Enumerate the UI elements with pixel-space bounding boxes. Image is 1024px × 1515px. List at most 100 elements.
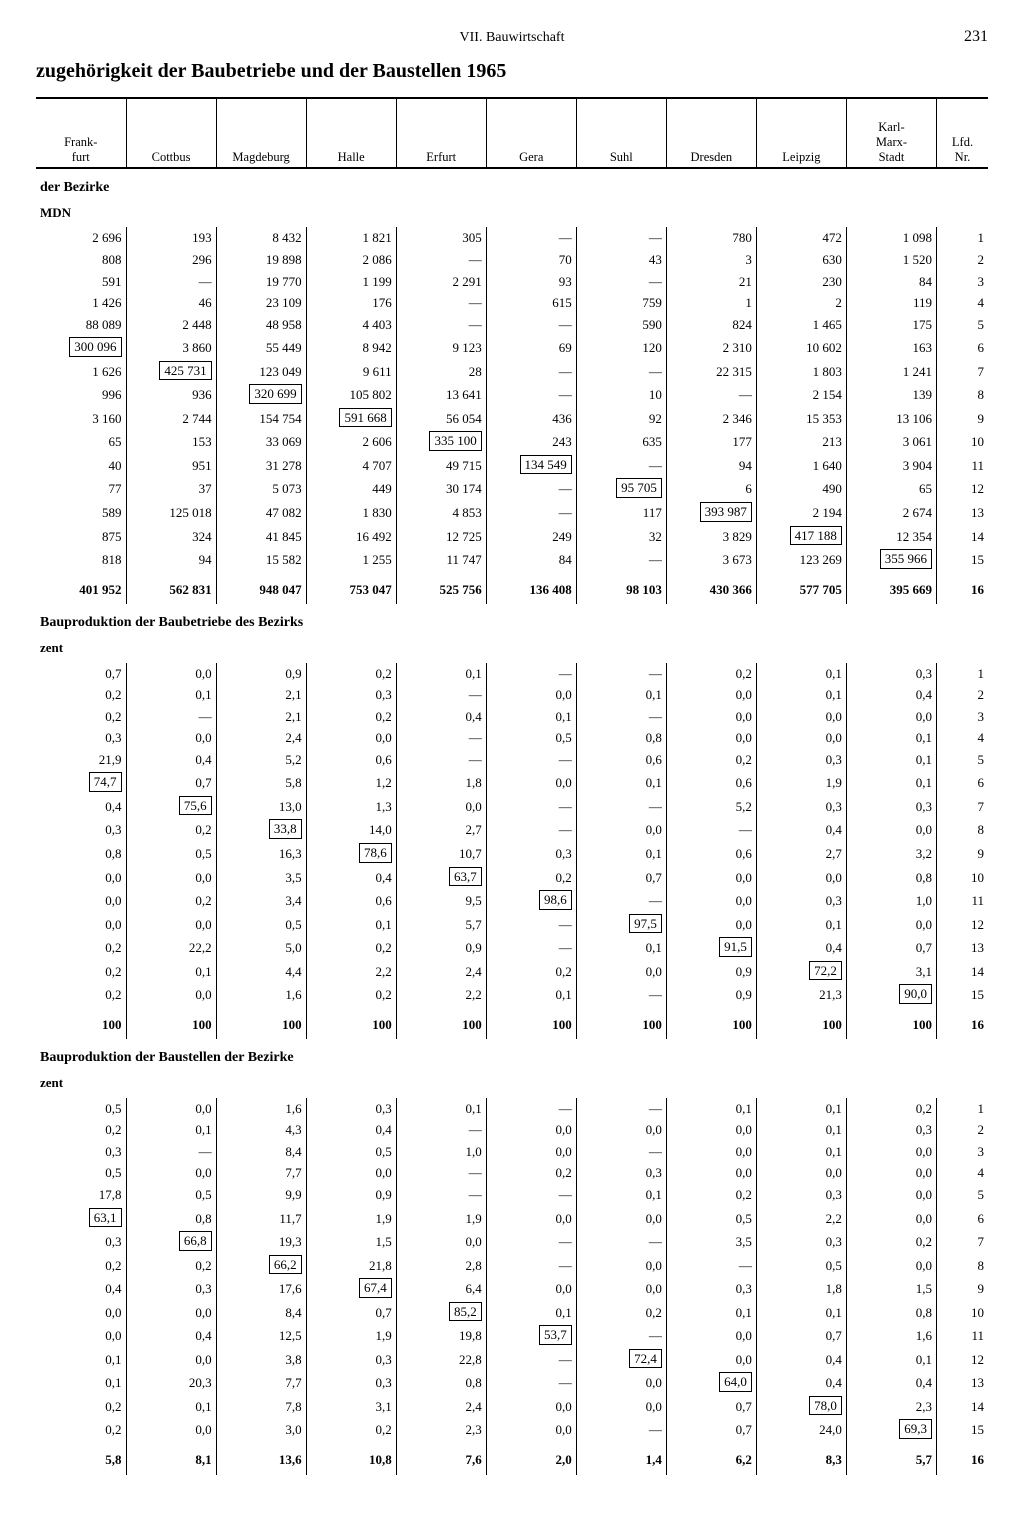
data-cell: 8,4 bbox=[216, 1300, 306, 1324]
lfd-cell: 8 bbox=[936, 817, 988, 841]
data-cell: 2,7 bbox=[756, 841, 846, 865]
data-cell: 808 bbox=[36, 249, 126, 271]
data-cell: 5,0 bbox=[216, 935, 306, 959]
data-cell: 95 705 bbox=[576, 476, 666, 500]
data-cell: 0,0 bbox=[126, 912, 216, 936]
data-cell: 41 845 bbox=[216, 524, 306, 548]
data-cell: 0,0 bbox=[756, 727, 846, 749]
data-cell: 0,5 bbox=[666, 1206, 756, 1230]
data-cell: — bbox=[666, 382, 756, 406]
data-cell: 0,4 bbox=[756, 935, 846, 959]
data-cell: 177 bbox=[666, 429, 756, 453]
total-cell: 7,6 bbox=[396, 1441, 486, 1475]
data-cell: 0,5 bbox=[36, 1098, 126, 1120]
data-cell: 0,2 bbox=[36, 706, 126, 728]
data-cell: 7,7 bbox=[216, 1162, 306, 1184]
data-cell: — bbox=[486, 935, 576, 959]
data-cell: 0,2 bbox=[36, 982, 126, 1006]
data-cell: 0,1 bbox=[396, 663, 486, 685]
data-cell: 21,3 bbox=[756, 982, 846, 1006]
data-cell: 1 830 bbox=[306, 500, 396, 524]
data-cell: — bbox=[486, 359, 576, 383]
table-row: 0,222,25,00,20,9—0,191,50,40,713 bbox=[36, 935, 988, 959]
data-cell: 3 673 bbox=[666, 547, 756, 571]
data-cell: 125 018 bbox=[126, 500, 216, 524]
data-cell: 0,3 bbox=[576, 1162, 666, 1184]
lfd-cell: 5 bbox=[936, 1184, 988, 1206]
data-cell: 0,3 bbox=[36, 727, 126, 749]
data-cell: 193 bbox=[126, 227, 216, 249]
lfd-cell: 6 bbox=[936, 1206, 988, 1230]
lfd-cell: 12 bbox=[936, 1347, 988, 1371]
data-cell: 0,1 bbox=[756, 1300, 846, 1324]
data-cell: 63,7 bbox=[396, 865, 486, 889]
lfd-cell: 1 bbox=[936, 1098, 988, 1120]
lfd-cell: 6 bbox=[936, 335, 988, 359]
table-row: 300 0963 86055 4498 9429 123691202 31010… bbox=[36, 335, 988, 359]
data-cell: 74,7 bbox=[36, 770, 126, 794]
data-cell: 591 668 bbox=[306, 406, 396, 430]
data-cell: 0,0 bbox=[126, 1300, 216, 1324]
data-cell: 0,0 bbox=[666, 912, 756, 936]
data-cell: 0,2 bbox=[486, 959, 576, 983]
data-cell: 0,2 bbox=[36, 1119, 126, 1141]
data-cell: 249 bbox=[486, 524, 576, 548]
data-cell: 0,1 bbox=[756, 1119, 846, 1141]
data-cell: 0,0 bbox=[36, 1323, 126, 1347]
data-cell: 33 069 bbox=[216, 429, 306, 453]
data-cell: 0,4 bbox=[846, 1370, 936, 1394]
data-cell: 67,4 bbox=[306, 1276, 396, 1300]
data-cell: 0,8 bbox=[126, 1206, 216, 1230]
data-cell: 70 bbox=[486, 249, 576, 271]
data-cell: 65 bbox=[36, 429, 126, 453]
data-cell: 0,5 bbox=[36, 1162, 126, 1184]
data-cell: 56 054 bbox=[396, 406, 486, 430]
data-cell: 0,2 bbox=[126, 1253, 216, 1277]
data-cell: 0,1 bbox=[126, 1394, 216, 1418]
table-row: 0,20,14,30,4—0,00,00,00,10,32 bbox=[36, 1119, 988, 1141]
data-cell: 17,6 bbox=[216, 1276, 306, 1300]
data-cell: 0,1 bbox=[576, 1184, 666, 1206]
data-cell: — bbox=[486, 817, 576, 841]
table-row: 0,40,317,667,46,40,00,00,31,81,59 bbox=[36, 1276, 988, 1300]
data-cell: 9,9 bbox=[216, 1184, 306, 1206]
table-row: 0,50,07,70,0—0,20,30,00,00,04 bbox=[36, 1162, 988, 1184]
column-header: Dresden bbox=[666, 98, 756, 168]
lfd-cell: 7 bbox=[936, 794, 988, 818]
table-row: 8189415 5821 25511 74784—3 673123 269355… bbox=[36, 547, 988, 571]
data-cell: 0,2 bbox=[36, 1253, 126, 1277]
table-row: 0,50,01,60,30,1——0,10,10,21 bbox=[36, 1098, 988, 1120]
data-cell: 0,0 bbox=[756, 706, 846, 728]
data-cell: 12 725 bbox=[396, 524, 486, 548]
data-cell: 84 bbox=[486, 547, 576, 571]
data-cell: 19 898 bbox=[216, 249, 306, 271]
data-cell: 2,2 bbox=[756, 1206, 846, 1230]
data-cell: — bbox=[576, 663, 666, 685]
data-cell: 1 803 bbox=[756, 359, 846, 383]
lfd-cell: 5 bbox=[936, 749, 988, 771]
data-cell: 0,1 bbox=[666, 1098, 756, 1120]
data-cell: 0,2 bbox=[306, 935, 396, 959]
data-cell: 0,0 bbox=[666, 684, 756, 706]
data-cell: 0,5 bbox=[756, 1253, 846, 1277]
data-cell: 2 744 bbox=[126, 406, 216, 430]
total-cell: 100 bbox=[36, 1006, 126, 1040]
data-cell: 0,2 bbox=[36, 684, 126, 706]
data-cell: 0,3 bbox=[486, 841, 576, 865]
data-cell: 0,1 bbox=[846, 727, 936, 749]
data-cell: 72,2 bbox=[756, 959, 846, 983]
data-cell: 0,0 bbox=[36, 912, 126, 936]
column-header: Karl-Marx-Stadt bbox=[846, 98, 936, 168]
total-cell: 8,3 bbox=[756, 1441, 846, 1475]
lfd-cell: 2 bbox=[936, 249, 988, 271]
data-cell: — bbox=[396, 727, 486, 749]
table-row: 21,90,45,20,6——0,60,20,30,15 bbox=[36, 749, 988, 771]
total-cell: 562 831 bbox=[126, 571, 216, 605]
data-cell: 0,0 bbox=[36, 888, 126, 912]
data-cell: — bbox=[396, 1162, 486, 1184]
table-row: 87532441 84516 49212 725249323 829417 18… bbox=[36, 524, 988, 548]
data-cell: 0,5 bbox=[126, 841, 216, 865]
data-cell: 2,4 bbox=[396, 1394, 486, 1418]
data-cell: 0,5 bbox=[216, 912, 306, 936]
data-cell: 0,2 bbox=[36, 959, 126, 983]
